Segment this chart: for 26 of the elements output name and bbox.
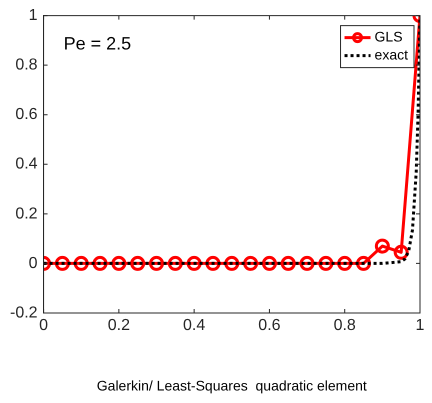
point [394,244,409,260]
point [111,256,126,271]
y-tick-label: 0 [28,254,38,272]
point [374,238,390,254]
legend-label: GLS [374,28,403,44]
x-tick-label: 0.2 [108,317,130,334]
x-tick-label: 0.6 [258,317,281,334]
point [130,256,146,271]
y-tick-label: 0.4 [15,156,38,173]
y-tick-label: 1 [28,7,38,24]
y-tick-label: 0.2 [15,205,38,222]
y-tick-label: -0.2 [10,304,38,322]
point [280,256,296,271]
y-tick-label: 0.8 [15,56,38,74]
x-tick-label: 0.8 [334,317,356,334]
x-axis-title: Galerkin/ Least-Squares quadratic element [96,377,367,394]
point [168,256,183,271]
point [243,256,258,271]
legend-label: exact [374,46,408,62]
x-tick-label: 0.4 [183,317,206,334]
y-tick-label: 0.6 [15,106,38,124]
point [262,256,277,271]
point [300,256,315,271]
x-tick-label: 1 [416,317,425,334]
annotation: Pe = 2.5 [64,34,132,54]
point [149,256,164,271]
